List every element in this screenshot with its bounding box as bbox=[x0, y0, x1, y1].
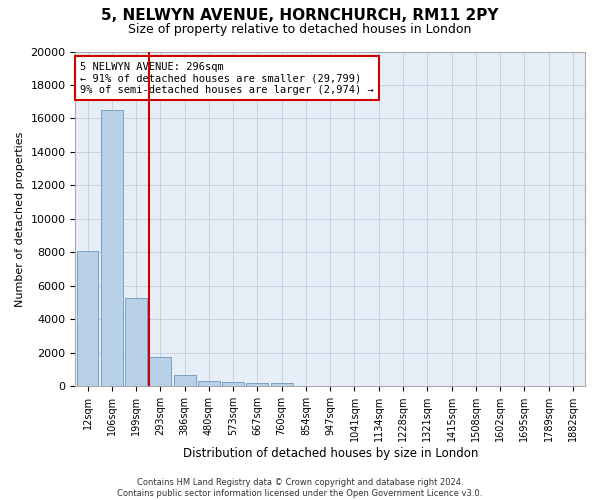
Bar bbox=[222, 382, 244, 386]
Bar bbox=[125, 298, 147, 386]
Text: Size of property relative to detached houses in London: Size of property relative to detached ho… bbox=[128, 22, 472, 36]
Text: Contains HM Land Registry data © Crown copyright and database right 2024.
Contai: Contains HM Land Registry data © Crown c… bbox=[118, 478, 482, 498]
Text: 5 NELWYN AVENUE: 296sqm
← 91% of detached houses are smaller (29,799)
9% of semi: 5 NELWYN AVENUE: 296sqm ← 91% of detache… bbox=[80, 62, 374, 94]
Y-axis label: Number of detached properties: Number of detached properties bbox=[15, 131, 25, 306]
Bar bbox=[77, 250, 98, 386]
Bar bbox=[173, 376, 196, 386]
Bar bbox=[149, 357, 171, 386]
Bar bbox=[247, 383, 268, 386]
X-axis label: Distribution of detached houses by size in London: Distribution of detached houses by size … bbox=[182, 447, 478, 460]
Bar bbox=[101, 110, 123, 386]
Text: 5, NELWYN AVENUE, HORNCHURCH, RM11 2PY: 5, NELWYN AVENUE, HORNCHURCH, RM11 2PY bbox=[101, 8, 499, 22]
Bar bbox=[271, 383, 293, 386]
Bar bbox=[198, 380, 220, 386]
